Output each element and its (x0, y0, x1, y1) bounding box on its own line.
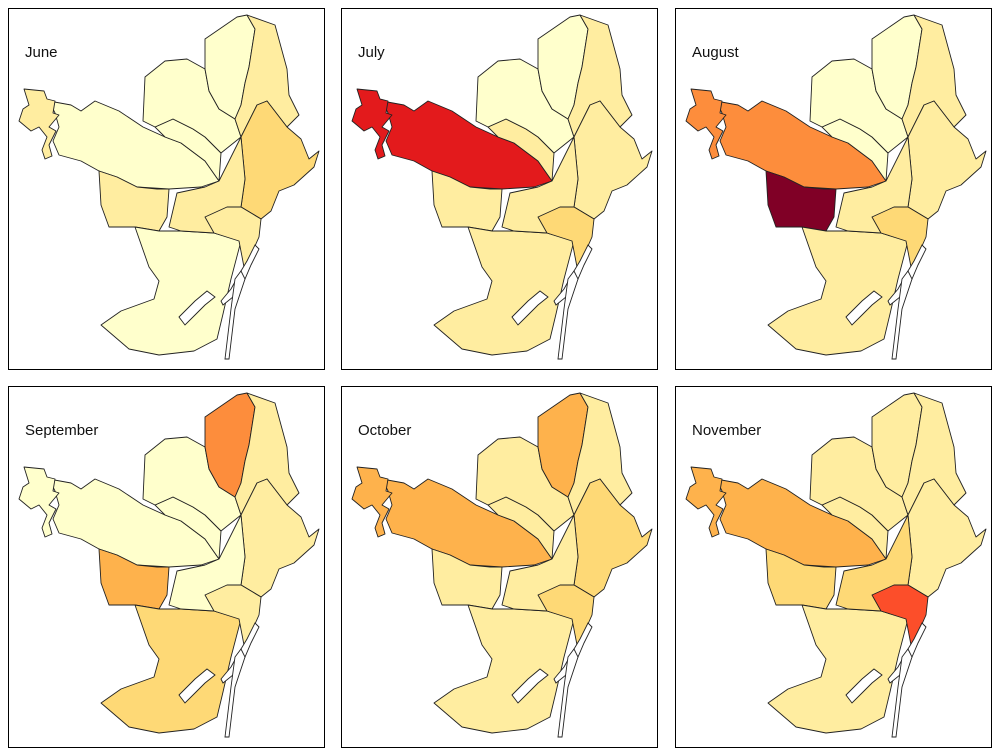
district-sant-marti (907, 478, 987, 598)
panel-september: September (8, 386, 325, 748)
district-sarria-sant-gervasi (715, 100, 887, 190)
map-june (18, 14, 320, 360)
harbor-outline (224, 270, 246, 360)
district-sarria-sant-gervasi (715, 478, 887, 568)
district-les-corts (98, 170, 170, 232)
harbor-outline (845, 290, 883, 326)
harbor-outline (511, 668, 549, 704)
map-august (685, 14, 987, 360)
district-sarria-sant-gervasi (48, 100, 220, 190)
map-october (351, 392, 653, 738)
panel-october: October (341, 386, 658, 748)
panel-title: July (358, 44, 385, 61)
district-les-corts (431, 170, 503, 232)
panel-title: August (692, 44, 739, 61)
district-sants-montjuic (433, 604, 575, 734)
district-les-corts (765, 548, 837, 610)
harbor-outline (224, 648, 246, 738)
district-sant-marti (240, 478, 320, 598)
harbor-outline (557, 270, 579, 360)
district-les-corts (98, 548, 170, 610)
district-les-corts (431, 548, 503, 610)
district-les-corts (765, 170, 837, 232)
district-sarria-sant-gervasi (48, 478, 220, 568)
map-november (685, 392, 987, 738)
panel-june: June (8, 8, 325, 370)
panel-november: November (675, 386, 992, 748)
harbor-outline (511, 290, 549, 326)
harbor-outline (891, 270, 913, 360)
district-port-west (351, 466, 393, 538)
map-september (18, 392, 320, 738)
panel-title: October (358, 422, 412, 439)
panel-august: August (675, 8, 992, 370)
district-sants-montjuic (100, 226, 242, 356)
district-port-west (685, 466, 727, 538)
district-port-west (351, 88, 393, 160)
district-sants-montjuic (767, 604, 909, 734)
panel-title: September (25, 422, 99, 439)
district-sant-marti (907, 100, 987, 220)
district-sarria-sant-gervasi (381, 478, 553, 568)
harbor-outline (557, 648, 579, 738)
district-port-west (18, 88, 60, 160)
district-sarria-sant-gervasi (381, 100, 553, 190)
district-sant-marti (573, 100, 653, 220)
district-sants-montjuic (100, 604, 242, 734)
district-sants-montjuic (433, 226, 575, 356)
harbor-outline (178, 290, 216, 326)
district-port-west (685, 88, 727, 160)
district-port-west (18, 466, 60, 538)
harbor-outline (178, 668, 216, 704)
panel-title: November (692, 422, 762, 439)
district-sant-marti (240, 100, 320, 220)
district-sant-marti (573, 478, 653, 598)
panel-july: July (341, 8, 658, 370)
harbor-outline (891, 648, 913, 738)
district-sants-montjuic (767, 226, 909, 356)
map-july (351, 14, 653, 360)
harbor-outline (845, 668, 883, 704)
panel-title: June (25, 44, 58, 61)
